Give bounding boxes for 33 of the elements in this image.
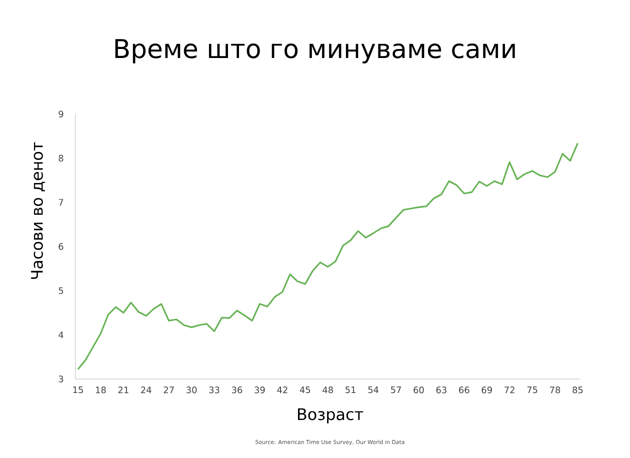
y-tick-label: 5 (58, 287, 64, 294)
x-tick-label: 48 (322, 386, 333, 394)
x-tick-label: 66 (459, 386, 470, 394)
x-tick-label: 33 (209, 386, 220, 394)
x-tick-label: 69 (482, 386, 492, 394)
x-tick-label: 18 (96, 386, 106, 394)
y-tick-label: 4 (58, 332, 64, 338)
x-tick-label: 30 (186, 386, 197, 394)
x-tick-label: 60 (414, 386, 424, 394)
x-tick-label: 72 (504, 386, 514, 394)
y-tick-label: 7 (58, 199, 64, 206)
x-tick-label: 24 (141, 386, 152, 394)
x-tick-label: 42 (277, 386, 288, 394)
y-tick-label: 3 (58, 376, 64, 382)
x-tick-label: 36 (232, 386, 242, 394)
chart-title: Време што го минуваме сами (115, 39, 515, 64)
x-tick-label: 27 (164, 386, 174, 394)
x-tick-label: 45 (300, 386, 310, 394)
x-tick-label: 78 (550, 386, 560, 394)
x-tick-label: 57 (390, 386, 401, 394)
x-tick-label: 15 (73, 386, 83, 394)
y-tick-label: 6 (58, 243, 64, 250)
x-tick-label: 54 (368, 386, 378, 394)
x-tick-label: 51 (346, 386, 356, 394)
x-tick-label: 75 (527, 386, 538, 394)
y-tick-label: 8 (58, 154, 64, 162)
x-axis-title: Возраст (298, 408, 364, 424)
y-axis-title: Часови во денот (31, 142, 45, 279)
x-tick-label: 85 (572, 386, 583, 394)
x-tick-label: 21 (118, 386, 128, 394)
x-tick-label: 63 (436, 386, 446, 394)
x-tick-label: 39 (254, 386, 265, 394)
y-tick-label: 9 (58, 110, 64, 118)
